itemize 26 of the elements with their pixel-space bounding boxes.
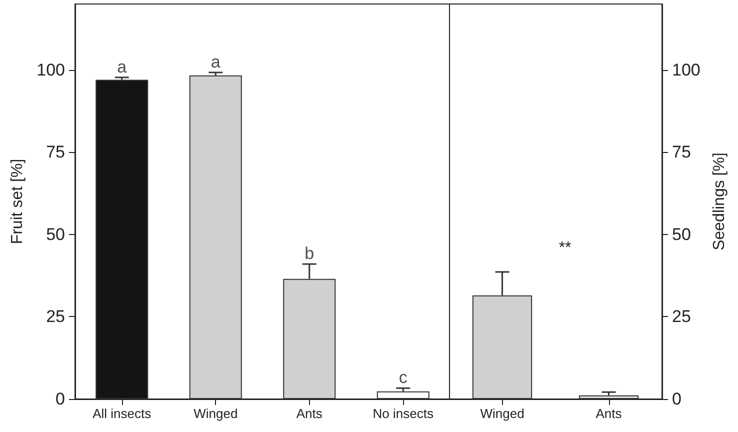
annotation: ** bbox=[558, 240, 572, 256]
bar bbox=[376, 391, 430, 399]
y-axis-title: Fruit set [%] bbox=[9, 158, 26, 244]
y2-tick-label: 25 bbox=[672, 307, 691, 326]
x-tick-label: Winged bbox=[480, 406, 524, 421]
y-tick-label: 100 bbox=[36, 60, 65, 80]
y-tick-label: 75 bbox=[46, 142, 65, 162]
annotation: a bbox=[210, 52, 221, 72]
annotation: b bbox=[304, 244, 314, 264]
y2-tick-label: 50 bbox=[672, 224, 691, 244]
y-tick-label: 25 bbox=[46, 307, 65, 326]
y2-tick-label: 75 bbox=[672, 142, 691, 162]
y-tick-label: 0 bbox=[56, 390, 65, 408]
y2-axis-title: Seedlings [%] bbox=[710, 152, 728, 250]
x-tick-label: No insects bbox=[372, 406, 434, 421]
bar bbox=[189, 75, 242, 399]
y2-tick-label: 100 bbox=[672, 60, 700, 80]
x-tick-label: Ants bbox=[296, 406, 323, 421]
x-tick-label: Ants bbox=[596, 406, 622, 421]
x-tick-label: All insects bbox=[92, 406, 152, 421]
annotation: c bbox=[398, 368, 408, 388]
bar bbox=[96, 80, 148, 399]
x-tick-label: Winged bbox=[194, 406, 238, 421]
y-tick-label: 50 bbox=[46, 224, 65, 244]
annotation: a bbox=[117, 57, 128, 76]
y2-tick-label: 0 bbox=[672, 390, 682, 408]
